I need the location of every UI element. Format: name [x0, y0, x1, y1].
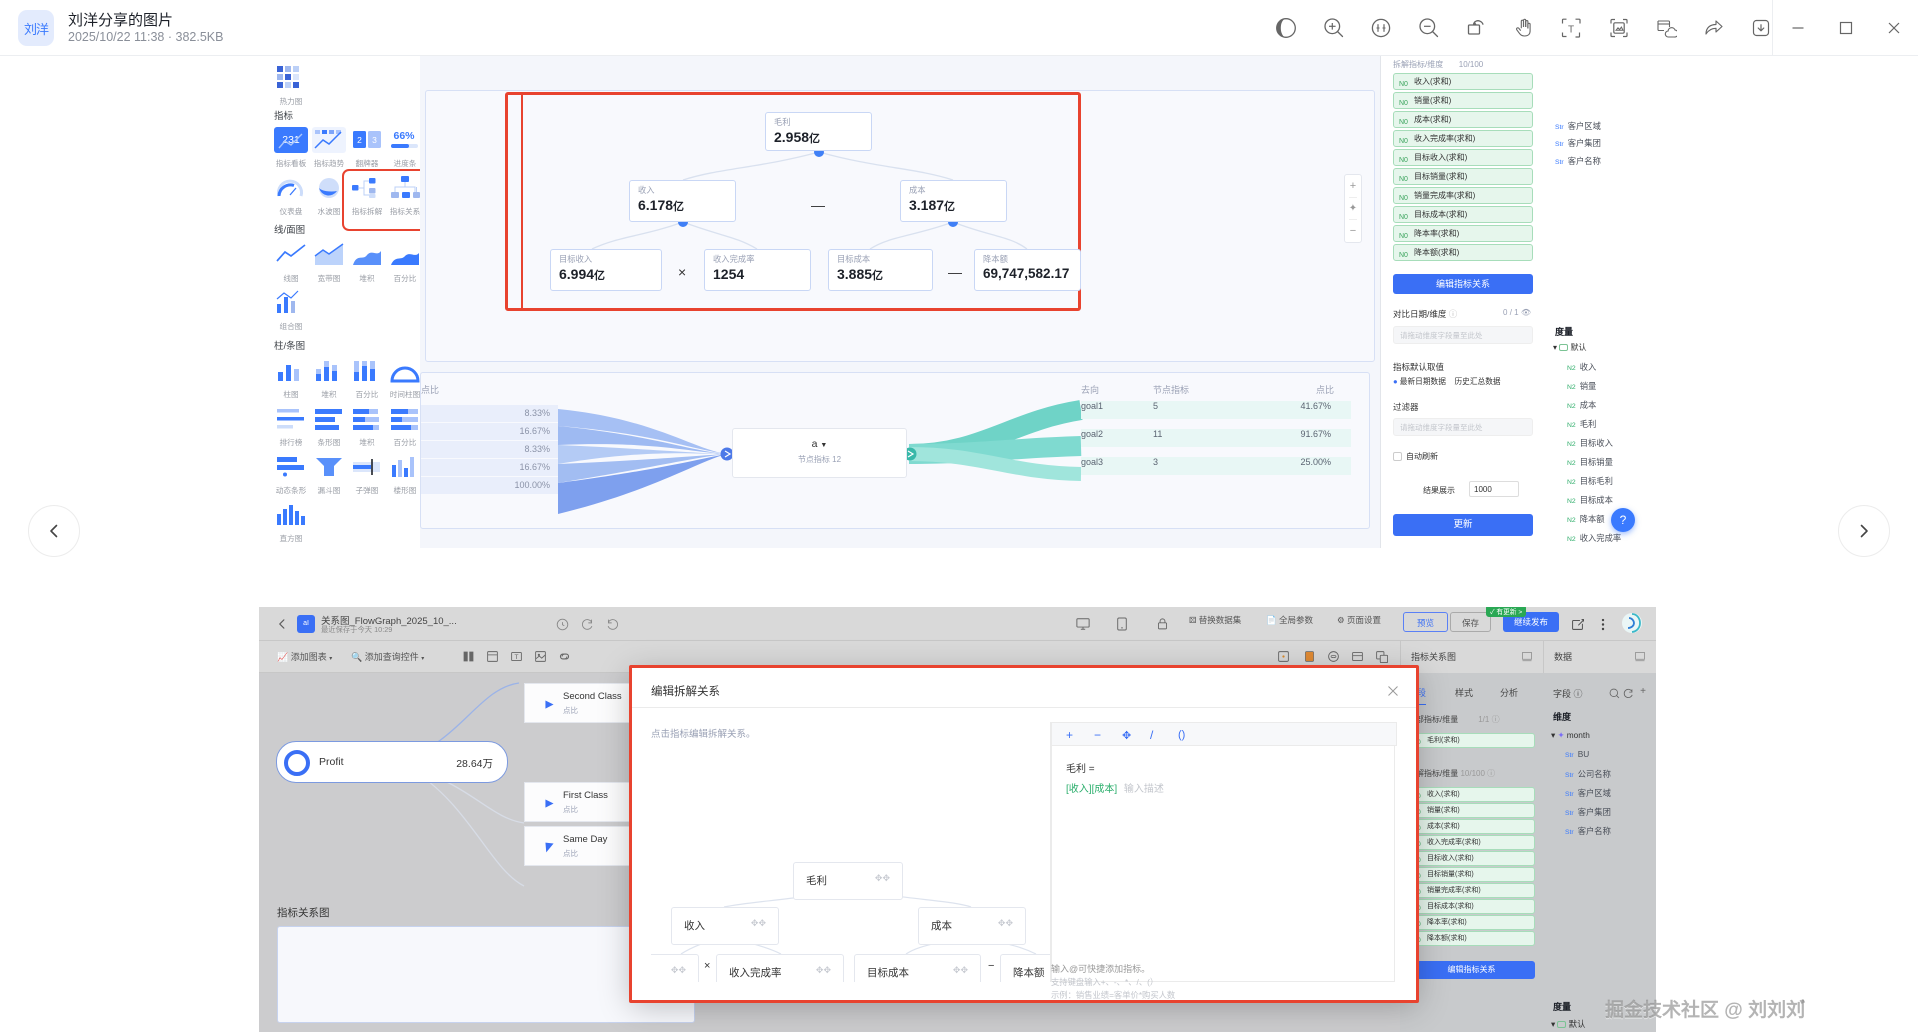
svg-text:T: T	[1568, 25, 1574, 36]
svg-text:T: T	[515, 654, 519, 661]
svg-text:2: 2	[357, 135, 362, 145]
svg-text:66%: 66%	[393, 130, 415, 142]
svg-text:3: 3	[372, 135, 377, 145]
